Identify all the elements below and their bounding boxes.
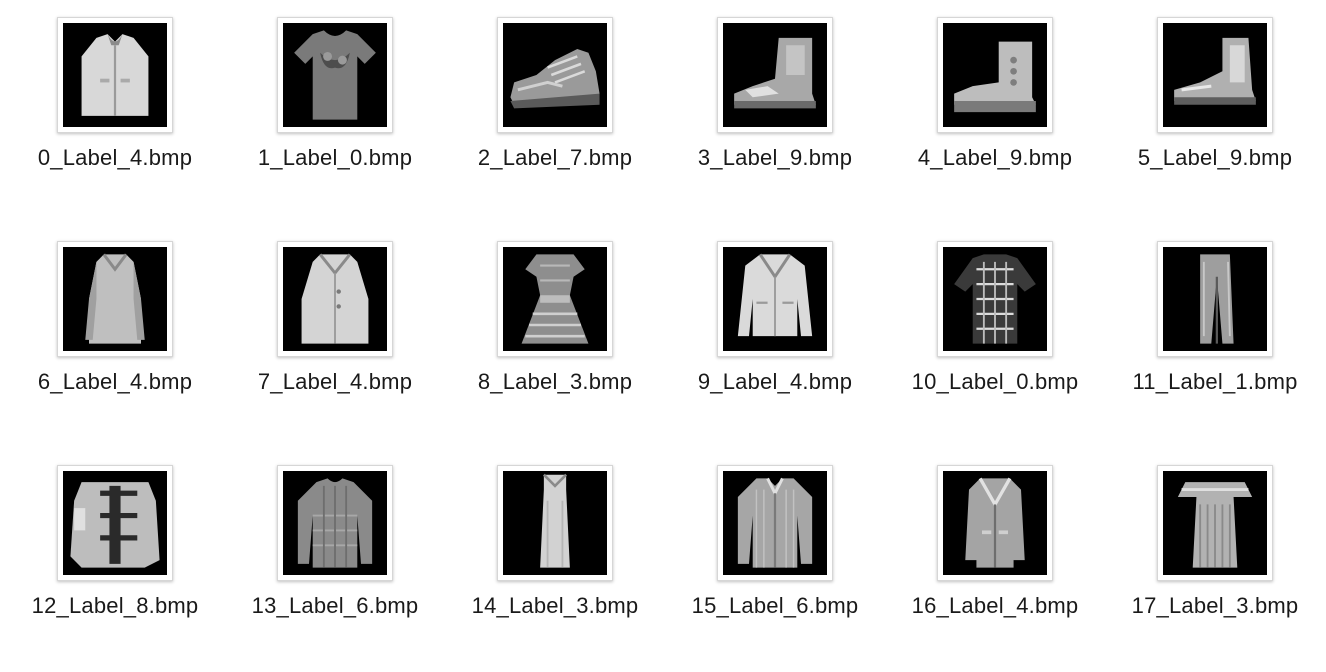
file-name: 17_Label_3.bmp <box>1131 593 1299 618</box>
file-name: 7_Label_4.bmp <box>257 369 413 394</box>
thumbnail[interactable] <box>57 241 173 357</box>
file-name: 0_Label_4.bmp <box>37 145 193 170</box>
file-name: 9_Label_4.bmp <box>697 369 853 394</box>
file-name: 5_Label_9.bmp <box>1137 145 1293 170</box>
thumbnail[interactable] <box>937 17 1053 133</box>
shirt-icon <box>283 471 387 575</box>
file-item[interactable]: 7_Label_4.bmp <box>225 229 445 429</box>
thumbnail[interactable] <box>717 241 833 357</box>
file-item[interactable]: 16_Label_4.bmp <box>885 453 1105 653</box>
ankle-boot-icon <box>723 23 827 127</box>
file-name: 16_Label_4.bmp <box>911 593 1079 618</box>
file-name: 14_Label_3.bmp <box>471 593 639 618</box>
file-item[interactable]: 11_Label_1.bmp <box>1105 229 1325 429</box>
coat-icon <box>63 247 167 351</box>
file-name: 4_Label_9.bmp <box>917 145 1073 170</box>
file-item[interactable]: 14_Label_3.bmp <box>445 453 665 653</box>
trouser-icon <box>1163 247 1267 351</box>
thumbnail[interactable] <box>1157 17 1273 133</box>
file-item[interactable]: 8_Label_3.bmp <box>445 229 665 429</box>
file-name: 15_Label_6.bmp <box>691 593 859 618</box>
thumbnail[interactable] <box>717 465 833 581</box>
file-name: 8_Label_3.bmp <box>477 369 633 394</box>
file-item[interactable]: 4_Label_9.bmp <box>885 5 1105 205</box>
coat-icon <box>283 247 387 351</box>
file-name: 2_Label_7.bmp <box>477 145 633 170</box>
thumbnail[interactable] <box>57 465 173 581</box>
file-item[interactable]: 6_Label_4.bmp <box>5 229 225 429</box>
dress-icon <box>503 247 607 351</box>
file-item[interactable]: 9_Label_4.bmp <box>665 229 885 429</box>
file-item[interactable]: 2_Label_7.bmp <box>445 5 665 205</box>
file-name: 1_Label_0.bmp <box>257 145 413 170</box>
thumbnail[interactable] <box>717 17 833 133</box>
thumbnail[interactable] <box>277 241 393 357</box>
file-item[interactable]: 15_Label_6.bmp <box>665 453 885 653</box>
file-name: 11_Label_1.bmp <box>1132 369 1298 394</box>
thumbnail[interactable] <box>937 465 1053 581</box>
file-item[interactable]: 13_Label_6.bmp <box>225 453 445 653</box>
file-item[interactable]: 3_Label_9.bmp <box>665 5 885 205</box>
file-item[interactable]: 10_Label_0.bmp <box>885 229 1105 429</box>
sneaker-icon <box>503 23 607 127</box>
file-name: 13_Label_6.bmp <box>251 593 419 618</box>
file-item[interactable]: 5_Label_9.bmp <box>1105 5 1325 205</box>
thumbnail[interactable] <box>277 465 393 581</box>
shirt-icon <box>723 471 827 575</box>
thumbnail[interactable] <box>497 465 613 581</box>
tshirt-icon <box>283 23 387 127</box>
file-item[interactable]: 17_Label_3.bmp <box>1105 453 1325 653</box>
thumbnail[interactable] <box>1157 241 1273 357</box>
tshirt-icon <box>943 247 1047 351</box>
thumbnail[interactable] <box>57 17 173 133</box>
ankle-boot-icon <box>943 23 1047 127</box>
file-item[interactable]: 1_Label_0.bmp <box>225 5 445 205</box>
file-name: 12_Label_8.bmp <box>31 593 199 618</box>
coat-icon <box>723 247 827 351</box>
jacket-icon <box>63 23 167 127</box>
file-name: 10_Label_0.bmp <box>911 369 1079 394</box>
dress-icon <box>1163 471 1267 575</box>
bag-icon <box>63 471 167 575</box>
thumbnail[interactable] <box>497 241 613 357</box>
file-name: 3_Label_9.bmp <box>697 145 853 170</box>
file-name: 6_Label_4.bmp <box>37 369 193 394</box>
ankle-boot-icon <box>1163 23 1267 127</box>
thumbnail[interactable] <box>937 241 1053 357</box>
file-item[interactable]: 12_Label_8.bmp <box>5 453 225 653</box>
file-item[interactable]: 0_Label_4.bmp <box>5 5 225 205</box>
thumbnail[interactable] <box>277 17 393 133</box>
thumbnail[interactable] <box>497 17 613 133</box>
thumbnail[interactable] <box>1157 465 1273 581</box>
coat-icon <box>943 471 1047 575</box>
dress-icon <box>503 471 607 575</box>
